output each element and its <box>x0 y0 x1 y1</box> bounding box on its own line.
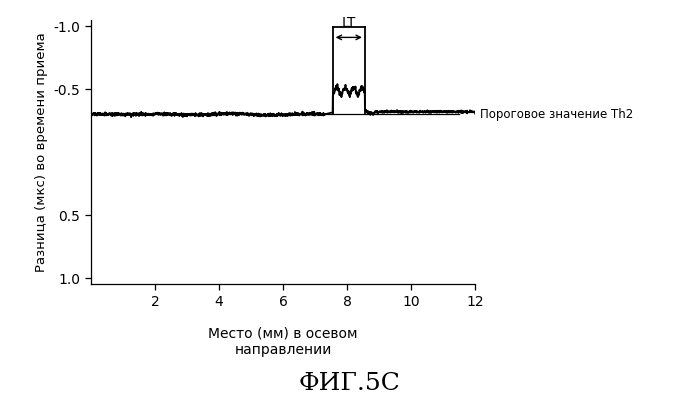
Y-axis label: Разница (мкс) во времени приема: Разница (мкс) во времени приема <box>35 32 48 272</box>
Text: Место (мм) в осевом
направлении: Место (мм) в осевом направлении <box>208 327 358 357</box>
Text: ФИГ.5C: ФИГ.5C <box>298 372 401 395</box>
Text: LT: LT <box>342 16 356 30</box>
Text: Пороговое значение Th2: Пороговое значение Th2 <box>480 108 633 121</box>
